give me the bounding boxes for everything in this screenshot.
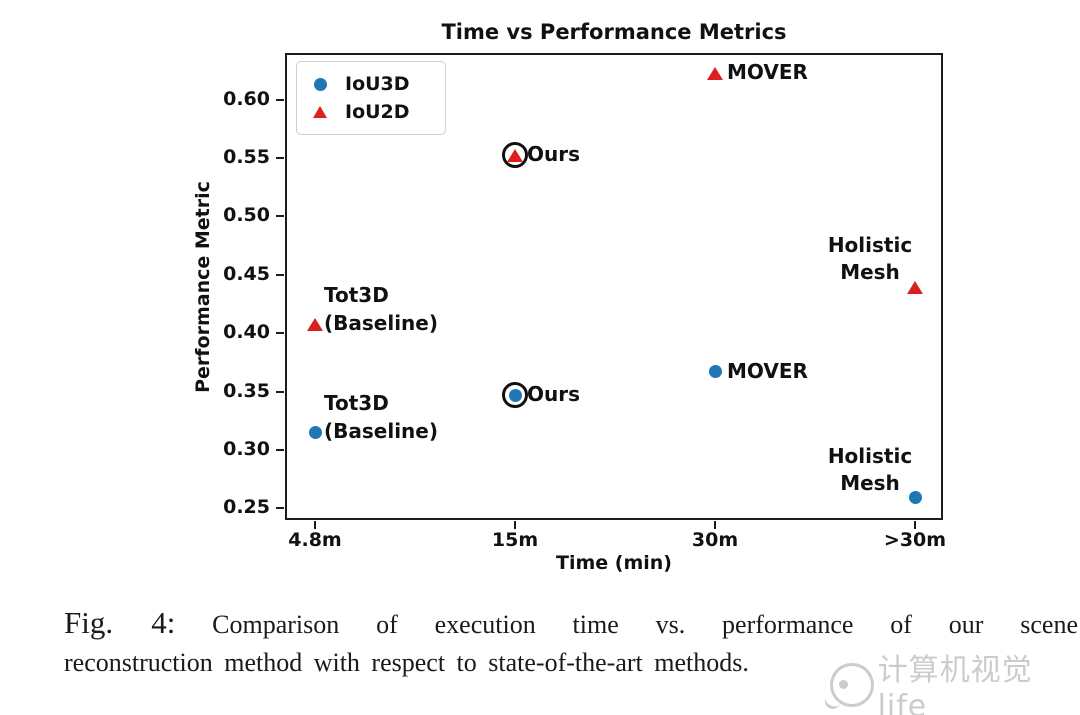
caption-text-line2: reconstruction method with respect to st… [64, 648, 749, 677]
data-point-circle [708, 365, 722, 379]
data-point-circle [908, 491, 922, 505]
x-tick-mark [514, 521, 516, 529]
point-label: Holistic Mesh [827, 443, 913, 495]
point-label: Holistic Mesh [827, 232, 913, 284]
plot-area: IoU3D IoU2D [285, 53, 943, 520]
data-point-triangle [307, 317, 323, 331]
x-tick-label: 30m [691, 529, 739, 551]
y-tick-mark [276, 157, 284, 160]
data-point-triangle [907, 280, 923, 294]
point-label: Tot3D (Baseline) [324, 282, 439, 335]
y-tick-mark [276, 215, 284, 218]
watermark: 计算机视觉life [822, 645, 1080, 715]
figure-caption: Fig. 4: Comparison of execution time vs.… [64, 604, 1078, 682]
data-point-circle [308, 425, 322, 439]
data-point-triangle [507, 148, 523, 162]
y-tick-label: 0.35 [223, 379, 270, 402]
y-tick-label: 0.30 [223, 437, 270, 460]
point-label: MOVER [727, 59, 808, 84]
x-axis-label: Time (min) [556, 552, 672, 574]
watermark-text: 计算机视觉life [877, 653, 1033, 715]
y-tick-mark [276, 273, 284, 276]
y-tick-mark [276, 98, 284, 101]
y-tick-label: 0.50 [223, 204, 270, 227]
point-label: Ours [527, 141, 581, 166]
y-tick-mark [276, 332, 284, 335]
legend-marker-cell [307, 106, 333, 118]
triangle-marker-icon [313, 106, 327, 118]
y-tick-label: 0.55 [223, 146, 270, 169]
data-point-triangle [707, 66, 723, 80]
x-tick-mark [714, 521, 716, 529]
watermark-lens-dot [839, 679, 848, 689]
caption-line-1: Fig. 4: Comparison of execution time vs.… [64, 604, 1078, 644]
legend: IoU3D IoU2D [296, 61, 446, 135]
legend-label-iou3d: IoU3D [345, 73, 410, 95]
legend-label-iou2d: IoU2D [345, 101, 410, 123]
chart-title: Time vs Performance Metrics [441, 20, 787, 44]
legend-marker-cell [307, 77, 333, 91]
x-tick-label: 15m [491, 529, 539, 551]
x-tick-label: >30m [883, 529, 947, 551]
circle-marker-icon [313, 77, 327, 91]
legend-item-iou2d: IoU2D [307, 98, 435, 126]
point-label: MOVER [727, 358, 808, 383]
y-tick-label: 0.40 [223, 321, 270, 344]
y-tick-label: 0.25 [223, 496, 270, 519]
point-label: Tot3D (Baseline) [324, 391, 439, 444]
highlight-ring [502, 141, 528, 168]
y-tick-mark [276, 448, 284, 451]
y-tick-mark [276, 507, 284, 510]
data-point-circle [508, 388, 522, 402]
figure-number-label: Fig. 4: [64, 605, 176, 640]
y-tick-label: 0.45 [223, 262, 270, 285]
x-tick-mark [314, 521, 316, 529]
watermark-camera-icon [822, 662, 874, 712]
legend-item-iou3d: IoU3D [307, 70, 435, 98]
highlight-ring [502, 382, 528, 409]
caption-text-line1: Comparison of execution time vs. perform… [212, 610, 1079, 639]
x-tick-label: 4.8m [288, 529, 342, 551]
point-label: Ours [527, 382, 581, 407]
x-tick-mark [914, 521, 916, 529]
y-tick-label: 0.60 [223, 87, 270, 110]
y-tick-mark [276, 390, 284, 393]
